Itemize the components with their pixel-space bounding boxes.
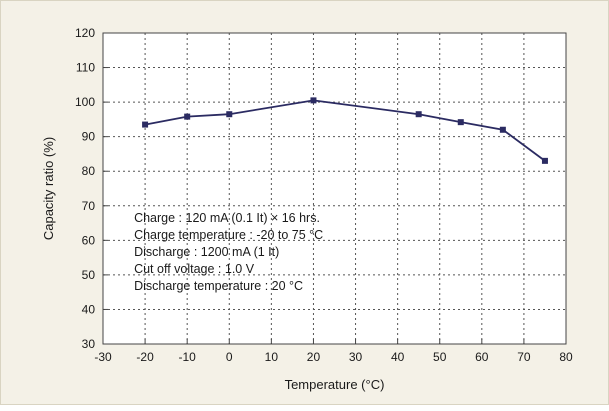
y-tick-label: 30 [82,337,96,351]
data-point [310,97,317,104]
y-tick-label: 70 [82,199,96,213]
y-tick-label: 60 [82,233,96,247]
annotation-block: Charge : 120 mA (0.1 It) × 16 hrs. Charge… [134,211,323,293]
y-tick-label: 80 [82,164,96,178]
x-tick-label: 30 [349,350,363,364]
x-tick-label: 50 [433,350,447,364]
x-tick-label: -30 [94,350,112,364]
axis-ticks: -30 -20 -10 0 10 20 30 40 50 60 70 80 30 40 50 60 70 80 90… [75,26,573,364]
x-tick-label: 80 [559,350,573,364]
y-tick-label: 40 [82,302,96,316]
x-tick-label: 70 [517,350,531,364]
y-tick-label: 110 [76,61,95,75]
series-group [142,97,548,164]
data-point [541,157,548,164]
x-tick-label: 40 [391,350,405,364]
y-axis-label: Capacity ratio (%) [41,137,56,240]
annotation-line: Charge : 120 mA (0.1 It) × 16 hrs. [134,211,320,225]
y-tick-label: 50 [82,268,96,282]
data-point [457,119,464,126]
annotation-line: Charge temperature : -20 to 75 °C [134,228,323,242]
x-axis-label: Temperature (°C) [285,377,385,392]
y-tick-label: 120 [75,26,95,40]
x-tick-label: 0 [226,350,233,364]
data-point [226,111,233,118]
plot-frame [102,32,567,345]
data-point [184,113,191,120]
annotation-line: Cut off voltage : 1.0 V [134,262,255,276]
annotation-line: Discharge temperature : 20 °C [134,279,303,293]
data-point [142,121,149,128]
x-tick-label: 20 [307,350,321,364]
data-point [499,126,506,133]
x-tick-label: 10 [265,350,279,364]
grid [103,33,566,344]
x-tick-label: -10 [179,350,197,364]
y-tick-label: 100 [75,95,95,109]
y-tick-label: 90 [82,130,96,144]
data-point [415,111,422,118]
series-line [144,99,546,162]
annotation-line: Discharge : 1200 mA (1 It) [134,245,279,259]
x-tick-label: -20 [136,350,154,364]
plot-area [103,33,566,344]
x-tick-label: 60 [475,350,489,364]
